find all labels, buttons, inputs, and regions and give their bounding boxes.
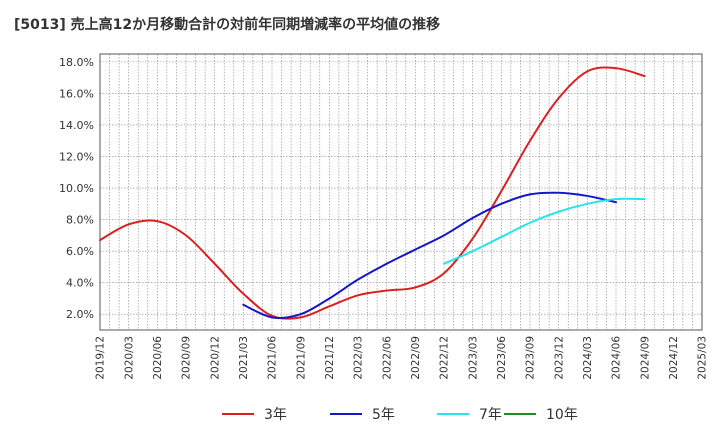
plot-frame — [99, 53, 703, 331]
y-tick-label: 8.0% — [66, 214, 94, 227]
legend-label-1: 3年 — [264, 407, 287, 423]
x-tick-label: 2023/09 — [525, 336, 537, 380]
y-tick-label: 2.0% — [66, 308, 94, 321]
x-tick-label: 2021/09 — [295, 336, 307, 380]
x-tick-label: 2024/09 — [639, 336, 651, 380]
x-tick-label: 2023/06 — [496, 336, 508, 380]
series-line-3 — [443, 197, 646, 265]
x-tick-label: 2020/09 — [181, 336, 193, 380]
y-tick-label: 14.0% — [59, 119, 94, 132]
x-tick-label: 2024/03 — [582, 336, 594, 380]
y-tick-label: 16.0% — [59, 87, 94, 100]
x-tick-label: 2024/06 — [611, 336, 623, 380]
x-tick-label: 2020/06 — [152, 336, 164, 380]
y-tick-label: 10.0% — [59, 182, 94, 195]
x-tick-label: 2020/12 — [209, 336, 221, 380]
x-tick-label: 2023/03 — [467, 336, 479, 380]
x-tick-label: 2022/12 — [439, 336, 451, 380]
x-tick-label: 2020/03 — [123, 336, 135, 380]
x-tick-label: 2023/12 — [553, 336, 565, 380]
x-tick-label: 2021/06 — [267, 336, 279, 380]
series-line-2 — [242, 191, 617, 319]
series-line-1 — [99, 66, 646, 320]
x-tick-label: 2021/03 — [238, 336, 250, 380]
x-tick-label: 2022/06 — [381, 336, 393, 380]
x-tick-label: 2025/03 — [697, 336, 709, 380]
x-tick-label: 2021/12 — [324, 336, 336, 380]
x-tick-label: 2024/12 — [668, 336, 680, 380]
y-tick-label: 12.0% — [59, 151, 94, 164]
x-tick-label: 2019/12 — [95, 336, 107, 380]
x-tick-label: 2022/09 — [410, 336, 422, 380]
y-tick-label: 18.0% — [59, 56, 94, 69]
plot-area — [100, 54, 702, 330]
y-tick-label: 4.0% — [66, 277, 94, 290]
legend-label-4: 10年 — [546, 407, 578, 423]
y-tick-label: 6.0% — [66, 245, 94, 258]
legend-label-2: 5年 — [372, 407, 395, 423]
legend-label-3: 7年 — [479, 407, 502, 423]
x-tick-label: 2022/03 — [353, 336, 365, 380]
chart-title: [5013] 売上高12か月移動合計の対前年同期増減率の平均値の推移 — [14, 17, 441, 33]
